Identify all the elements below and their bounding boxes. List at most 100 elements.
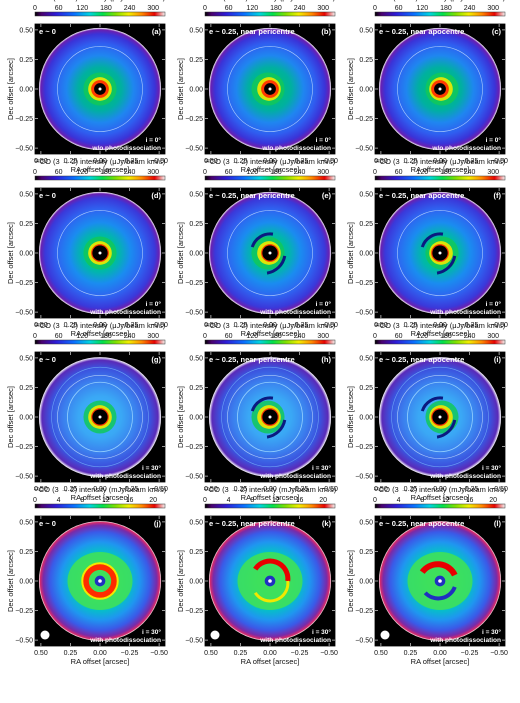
y-tick-label: −0.50: [15, 310, 33, 317]
x-axis-label: RA offset [arcsec]: [71, 657, 130, 666]
colorbar-title: ¹²CO (3 → 2) intensity (μJy/beam km/s): [375, 321, 506, 330]
colorbar-tick-label: 0: [203, 5, 207, 12]
panel-letter: (d): [151, 191, 161, 200]
y-tick-label: 0.25: [189, 221, 203, 228]
intensity-map: [205, 24, 335, 154]
y-tick-label: −0.25: [15, 280, 33, 287]
x-tick-label: −0.50: [320, 486, 338, 493]
x-axis-label: RA offset [arcsec]: [241, 165, 300, 174]
y-tick-label: 0.25: [359, 385, 373, 392]
colorbar-tick-label: 240: [294, 169, 306, 176]
colorbar-tick-label: 300: [487, 333, 499, 340]
colorbar-tick-label: 180: [270, 333, 282, 340]
y-tick-label: 0.00: [19, 251, 33, 258]
colorbar-tick-label: 12: [102, 497, 110, 504]
x-tick-label: 0.50: [34, 322, 48, 329]
x-tick-label: 0.25: [64, 650, 78, 657]
panel-letter: (i): [494, 355, 502, 364]
colorbar: [204, 175, 336, 181]
intensity-map: [205, 188, 335, 318]
panel-c: ¹²CO (3 → 2) intensity (μJy/beam km/s) 0 6…: [346, 0, 508, 174]
inclination-label: i = 0°: [486, 136, 502, 144]
x-tick-label: 0.25: [64, 322, 78, 329]
intensity-map: [375, 516, 505, 646]
panel-title: e ~ 0.25, near pericentre: [209, 191, 295, 200]
y-tick-label: 0.50: [359, 355, 373, 362]
x-tick-label: −0.50: [320, 322, 338, 329]
panel-title: e ~ 0.25, near apocentre: [379, 519, 464, 528]
panel-l: ¹²CO (3 → 2) intensity (mJy/beam km/s) 0 4…: [346, 485, 508, 666]
colorbar-tick-label: 20: [489, 497, 497, 504]
inclination-label: i = 30°: [482, 628, 501, 636]
y-tick-label: −0.50: [15, 474, 33, 481]
colorbar-tick-label: 240: [124, 333, 136, 340]
colorbar-tick-label: 60: [395, 333, 403, 340]
x-tick-label: −0.50: [150, 158, 168, 165]
inclination-label: i = 30°: [312, 628, 331, 636]
inclination-label: i = 30°: [482, 464, 501, 472]
y-tick-label: −0.25: [185, 444, 203, 451]
colorbar-tick-label: 60: [55, 169, 63, 176]
photodissociation-label: with photodissociation: [429, 309, 501, 316]
intensity-map: [375, 352, 505, 482]
x-tick-label: 0.00: [433, 486, 447, 493]
colorbar-tick-label: 0: [373, 333, 377, 340]
x-tick-label: 0.00: [263, 322, 277, 329]
x-tick-label: −0.25: [461, 650, 479, 657]
y-tick-label: 0.50: [359, 27, 373, 34]
colorbar-tick-label: 180: [100, 169, 112, 176]
x-tick-label: −0.25: [461, 158, 479, 165]
colorbar: [374, 175, 506, 181]
y-tick-label: 0.50: [19, 355, 33, 362]
colorbar-tick-label: 16: [296, 497, 304, 504]
colorbar-tick-label: 240: [464, 169, 476, 176]
y-axis-label: Dec offset [arcsec]: [6, 222, 15, 284]
colorbar-title: ¹²CO (3 → 2) intensity (μJy/beam km/s): [35, 0, 166, 2]
x-axis-label: RA offset [arcsec]: [411, 493, 470, 502]
inclination-label: i = 30°: [142, 464, 161, 472]
colorbar-tick-label: 0: [373, 5, 377, 12]
colorbar: [374, 339, 506, 345]
x-tick-label: 0.25: [404, 650, 418, 657]
panel-letter: (h): [321, 355, 331, 364]
colorbar-tick-label: 0: [203, 333, 207, 340]
x-axis-label: RA offset [arcsec]: [71, 493, 130, 502]
colorbar-tick-label: 180: [100, 333, 112, 340]
colorbar-tick-label: 300: [147, 169, 159, 176]
colorbar-tick-label: 0: [33, 169, 37, 176]
y-tick-label: 0.50: [19, 191, 33, 198]
panel-letter: (j): [154, 519, 162, 528]
x-tick-label: −0.25: [121, 158, 139, 165]
panel-title: e ~ 0: [39, 519, 56, 528]
inclination-label: i = 30°: [142, 628, 161, 636]
colorbar-tick-label: 120: [246, 333, 258, 340]
y-tick-label: −0.50: [355, 638, 373, 645]
y-tick-label: 0.50: [359, 519, 373, 526]
colorbar-title: ¹²CO (3 → 2) intensity (mJy/beam km/s): [204, 485, 337, 494]
x-tick-label: 0.50: [374, 158, 388, 165]
y-tick-label: 0.50: [19, 519, 33, 526]
colorbar-tick-label: 240: [464, 333, 476, 340]
x-tick-label: −0.25: [291, 650, 309, 657]
x-tick-label: −0.50: [150, 486, 168, 493]
colorbar-title: ¹²CO (3 → 2) intensity (μJy/beam km/s): [35, 321, 166, 330]
y-tick-label: −0.50: [355, 310, 373, 317]
colorbar: [34, 11, 166, 17]
panel-letter: (e): [322, 191, 332, 200]
colorbar-tick-label: 0: [203, 497, 207, 504]
colorbar-tick-label: 4: [227, 497, 231, 504]
y-tick-label: −0.25: [355, 608, 373, 615]
panel-title: e ~ 0: [39, 27, 56, 36]
y-tick-label: −0.50: [355, 146, 373, 153]
panel-letter: (b): [321, 27, 331, 36]
colorbar-tick-label: 120: [416, 333, 428, 340]
colorbar-tick-label: 300: [317, 333, 329, 340]
colorbar-tick-label: 16: [466, 497, 474, 504]
colorbar-tick-label: 120: [246, 169, 258, 176]
x-tick-label: 0.50: [374, 650, 388, 657]
colorbar-title: ¹²CO (3 → 2) intensity (μJy/beam km/s): [205, 0, 336, 2]
colorbar: [34, 175, 166, 181]
colorbar-title: ¹²CO (3 → 2) intensity (μJy/beam km/s): [375, 0, 506, 2]
panel-a: ¹²CO (3 → 2) intensity (μJy/beam km/s) 0 6…: [6, 0, 168, 174]
y-tick-label: 0.25: [189, 385, 203, 392]
